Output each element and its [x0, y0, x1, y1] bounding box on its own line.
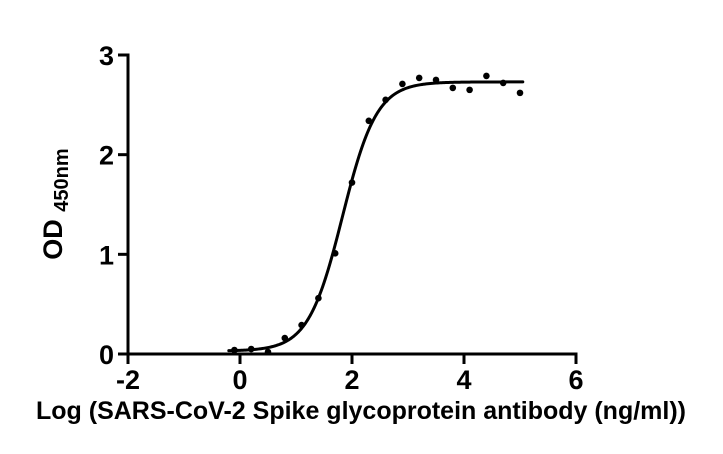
fit-curve: [227, 80, 525, 353]
y-axis-title: OD 450nm: [38, 148, 73, 259]
data-point: [466, 86, 473, 94]
data-point: [331, 250, 339, 257]
data-point: [499, 79, 507, 87]
x-tick-label: 6: [568, 365, 583, 395]
data-point: [516, 89, 524, 97]
data-point: [432, 76, 440, 84]
data-point: [281, 334, 289, 342]
x-tick-label: 4: [456, 365, 471, 395]
y-tick-label: 1: [99, 240, 114, 270]
x-tick-label: -2: [116, 365, 140, 395]
y-tick-label: 0: [99, 340, 114, 370]
data-point: [449, 84, 457, 92]
y-axis-title-main: OD: [38, 219, 68, 260]
data-point: [264, 348, 272, 356]
data-point: [315, 294, 322, 302]
data-point: [298, 321, 305, 329]
data-point: [231, 346, 238, 354]
data-point: [415, 74, 423, 82]
data-point: [247, 345, 255, 353]
x-axis-title: Log (SARS-CoV-2 Spike glycoprotein antib…: [36, 397, 686, 425]
x-tick-label: 0: [232, 365, 247, 395]
data-point: [382, 96, 389, 104]
y-axis-title-subscript: 450nm: [51, 148, 73, 211]
data-point: [348, 179, 356, 186]
x-tick-label: 2: [344, 365, 359, 395]
data-point: [399, 80, 406, 88]
data-point: [483, 72, 490, 80]
data-point: [365, 117, 373, 125]
y-tick-label: 3: [99, 41, 114, 71]
y-tick-label: 2: [99, 141, 114, 171]
